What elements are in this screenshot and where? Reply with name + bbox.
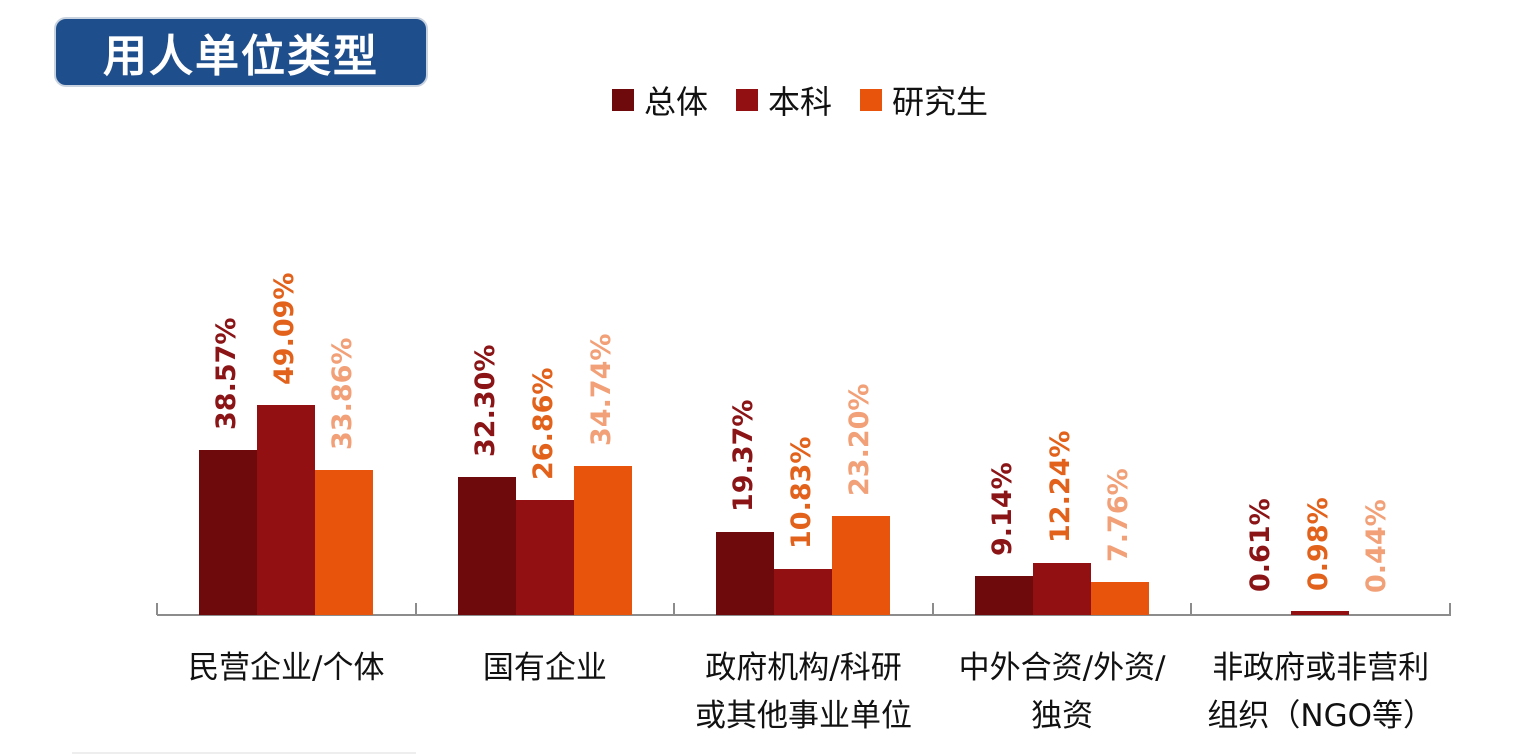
section-title-banner: 用人单位类型 <box>54 17 428 87</box>
legend-swatch-undergrad <box>736 89 759 111</box>
bar-undergrad <box>257 404 315 615</box>
data-label: 32.30% <box>469 344 501 457</box>
x-axis-tick <box>1449 603 1451 615</box>
data-label: 0.61% <box>1245 498 1277 593</box>
bar-graduate <box>573 466 632 615</box>
data-label: 34.74% <box>585 333 617 447</box>
bar-graduate <box>1090 581 1149 615</box>
bar-overall <box>716 532 775 615</box>
bar-undergrad <box>1032 562 1091 615</box>
data-label: 12.24% <box>1044 430 1076 543</box>
data-label: 23.20% <box>844 383 876 496</box>
bar-undergrad <box>1291 610 1350 615</box>
bar-graduate <box>315 470 373 615</box>
legend-item-overall: 总体 <box>612 77 708 123</box>
data-label: 10.83% <box>786 436 818 549</box>
data-label: 49.09% <box>269 272 300 385</box>
legend-item-graduate: 研究生 <box>860 77 988 123</box>
x-axis-line <box>157 614 1451 616</box>
data-label: 19.37% <box>728 399 760 513</box>
bar-graduate <box>832 515 891 615</box>
category-label: 非政府或非营利 组织（NGO等） <box>1207 650 1434 734</box>
bar-overall <box>199 449 257 615</box>
x-axis-tick <box>673 603 676 615</box>
x-axis-tick <box>414 603 417 615</box>
x-axis-tick <box>931 603 934 615</box>
legend-label: 总体 <box>644 83 709 121</box>
category-label: 国有企业 <box>482 650 607 686</box>
legend-swatch-overall <box>612 89 634 111</box>
legend-swatch-graduate <box>860 89 883 111</box>
legend-label: 本科 <box>768 83 833 121</box>
bar-overall <box>457 476 516 615</box>
data-label: 38.57% <box>211 317 242 430</box>
data-label: 26.86% <box>527 367 559 481</box>
chart-legend: 总体 本科 研究生 <box>612 78 988 122</box>
legend-item-undergrad: 本科 <box>736 77 832 123</box>
legend-label: 研究生 <box>892 83 989 121</box>
x-axis-tick <box>1190 603 1193 615</box>
x-axis-tick <box>156 603 158 615</box>
data-label: 7.76% <box>1102 468 1134 562</box>
data-label: 9.14% <box>986 462 1018 556</box>
category-label: 政府机构/科研 或其他事业单位 <box>694 650 912 734</box>
data-label: 0.44% <box>1361 499 1393 594</box>
bar-overall <box>974 575 1033 615</box>
bar-undergrad <box>774 568 833 615</box>
section-title: 用人单位类型 <box>103 31 379 82</box>
bar-undergrad <box>515 500 574 615</box>
data-label: 0.98% <box>1303 497 1335 591</box>
divider <box>72 752 416 754</box>
category-label: 中外合资/外资/独资 <box>958 650 1166 734</box>
data-label: 33.86% <box>327 337 358 451</box>
category-label: 民营企业/个体 <box>188 650 385 686</box>
